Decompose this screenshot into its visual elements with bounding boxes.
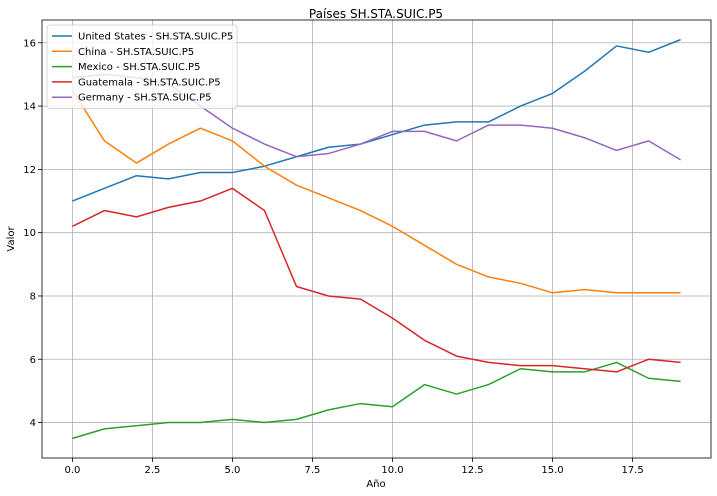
legend-label-0: United States - SH.STA.SUIC.P5 bbox=[78, 32, 233, 43]
legend-label-4: Germany - SH.STA.SUIC.P5 bbox=[78, 93, 212, 104]
x-tick-label: 0.0 bbox=[64, 465, 80, 476]
legend-box bbox=[46, 24, 238, 109]
y-tick-label: 10 bbox=[23, 228, 36, 239]
legend-label-3: Guatemala - SH.STA.SUIC.P5 bbox=[78, 77, 221, 88]
series-line-3 bbox=[72, 187, 681, 373]
series-line-1 bbox=[71, 89, 681, 294]
x-tick-label: 10.0 bbox=[381, 465, 403, 476]
y-tick-label: 16 bbox=[23, 38, 36, 49]
y-axis-label: Valor bbox=[6, 226, 17, 252]
x-tick-label: 15.0 bbox=[541, 465, 563, 476]
series-line-0 bbox=[72, 38, 681, 202]
x-tick-label: 17.5 bbox=[621, 465, 643, 476]
series-lines bbox=[71, 38, 681, 440]
y-tick-label: 4 bbox=[30, 418, 36, 429]
x-tick-label: 12.5 bbox=[461, 465, 483, 476]
y-tick-label: 6 bbox=[30, 355, 36, 366]
plot-frame bbox=[41, 19, 712, 459]
x-tick-label: 2.5 bbox=[144, 465, 160, 476]
legend-label-1: China - SH.STA.SUIC.P5 bbox=[78, 47, 194, 58]
series-line-2 bbox=[72, 361, 681, 440]
x-tick-label: 7.5 bbox=[305, 465, 321, 476]
legend-label-2: Mexico - SH.STA.SUIC.P5 bbox=[78, 62, 200, 73]
y-tick-label: 8 bbox=[30, 291, 36, 302]
y-tick-label: 12 bbox=[23, 165, 36, 176]
x-axis-label: Año bbox=[366, 479, 385, 490]
legend: United States - SH.STA.SUIC.P5 China - SH… bbox=[46, 24, 238, 109]
ticks: 0.0 2.5 5.0 7.5 10.0 12.5 15.0 17.5 4 6 8 10 12 14 16 bbox=[23, 38, 643, 476]
x-tick-label: 5.0 bbox=[225, 465, 241, 476]
y-tick-label: 14 bbox=[23, 102, 36, 113]
chart-title: Países SH.STA.SUIC.P5 bbox=[309, 7, 443, 21]
